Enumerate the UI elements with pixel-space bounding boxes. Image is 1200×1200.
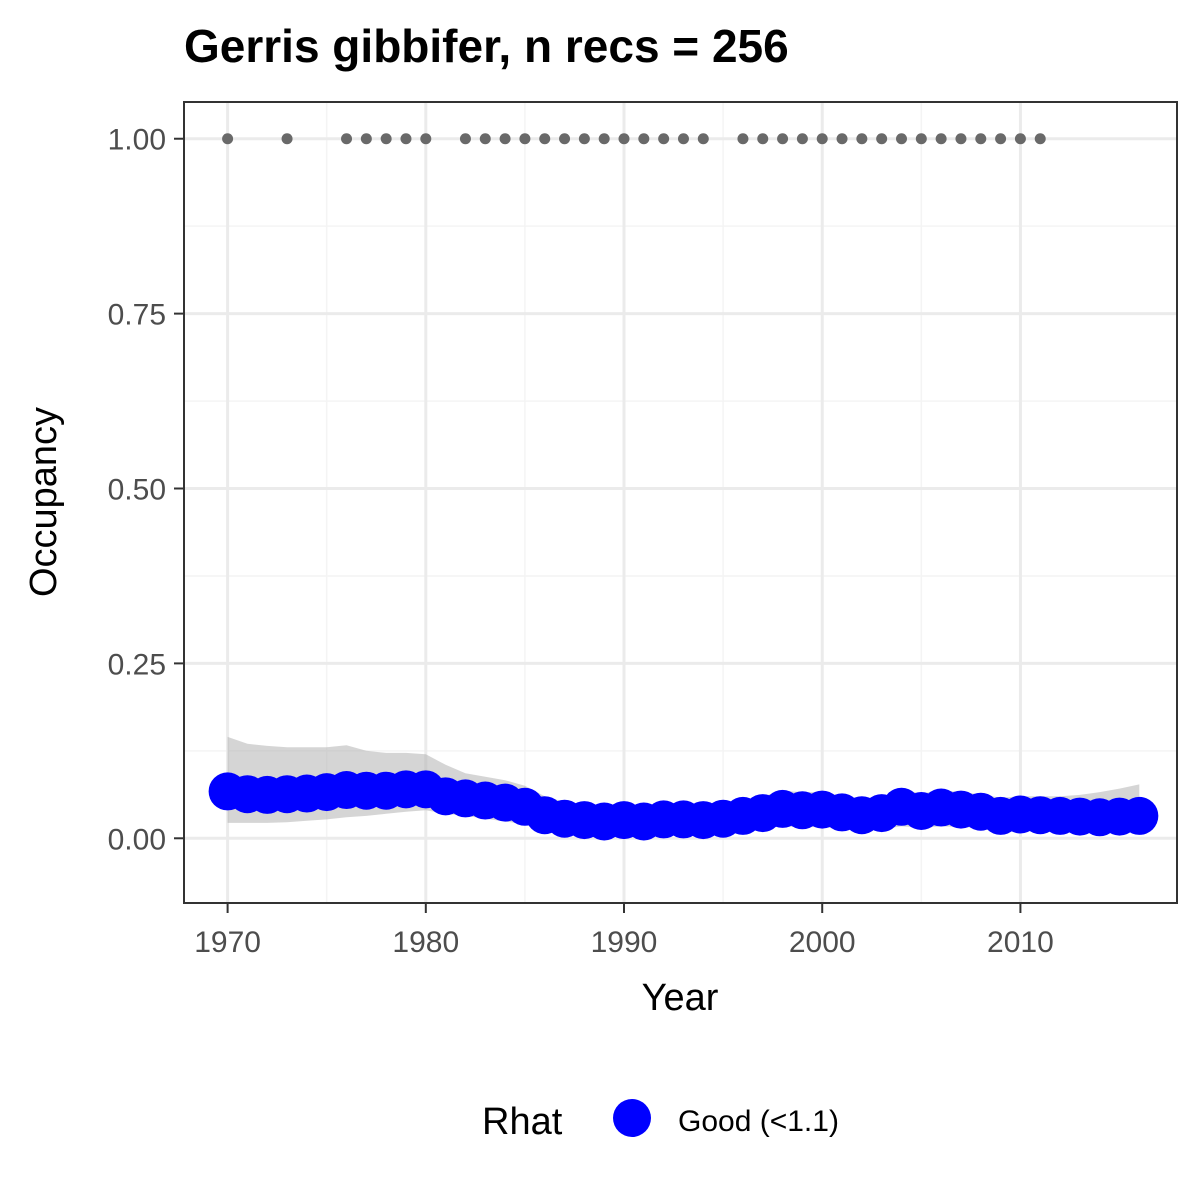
y-tick-label: 0.75 <box>108 299 166 332</box>
x-tick-label: 1990 <box>591 926 658 959</box>
observation-point <box>360 133 372 145</box>
observation-point <box>935 133 947 145</box>
observation-point <box>856 133 868 145</box>
legend-label-good: Good (<1.1) <box>678 1105 839 1138</box>
observation-point <box>836 133 848 145</box>
y-tick-label: 0.00 <box>108 823 166 856</box>
legend-title: Rhat <box>482 1101 563 1143</box>
observation-point <box>598 133 610 145</box>
panel-border <box>183 101 1178 904</box>
grid-minor <box>184 102 1177 903</box>
y-tick-label: 0.25 <box>108 648 166 681</box>
observation-point <box>876 133 888 145</box>
x-tick-label: 1980 <box>392 926 459 959</box>
observation-point <box>539 133 551 145</box>
observation-point <box>222 133 234 145</box>
x-axis-title: Year <box>642 977 719 1019</box>
observation-point <box>638 133 650 145</box>
x-axis: 1970 1980 1990 2000 2010 <box>194 903 1054 959</box>
occupancy-points <box>208 770 1159 841</box>
observation-point <box>559 133 571 145</box>
y-tick-label: 0.50 <box>108 474 166 507</box>
observations <box>222 133 1046 145</box>
observation-point <box>757 133 769 145</box>
x-tick-label: 1970 <box>194 926 261 959</box>
chart-title: Gerris gibbifer, n recs = 256 <box>184 20 789 72</box>
observation-point <box>796 133 808 145</box>
legend: Rhat Good (<1.1) <box>482 1099 839 1143</box>
observation-point <box>995 133 1007 145</box>
y-axis-title: Occupancy <box>23 407 65 597</box>
observation-point <box>341 133 353 145</box>
observation-point <box>578 133 590 145</box>
x-tick-label: 2010 <box>987 926 1054 959</box>
observation-point <box>618 133 630 145</box>
observation-point <box>459 133 471 145</box>
observation-point <box>479 133 491 145</box>
observation-point <box>975 133 987 145</box>
y-tick-label: 1.00 <box>108 124 166 157</box>
observation-point <box>915 133 927 145</box>
occupancy-point <box>1120 796 1159 835</box>
observation-point <box>1034 133 1046 145</box>
observation-point <box>955 133 967 145</box>
observation-point <box>697 133 709 145</box>
observation-point <box>519 133 531 145</box>
observation-point <box>1014 133 1026 145</box>
observation-point <box>281 133 293 145</box>
y-axis: 0.00 0.25 0.50 0.75 1.00 <box>108 124 184 856</box>
observation-point <box>777 133 789 145</box>
observation-point <box>499 133 511 145</box>
observation-point <box>420 133 432 145</box>
observation-point <box>400 133 412 145</box>
observation-point <box>677 133 689 145</box>
observation-point <box>816 133 828 145</box>
observation-point <box>737 133 749 145</box>
legend-key-good <box>613 1099 651 1137</box>
x-tick-label: 2000 <box>789 926 856 959</box>
observation-point <box>658 133 670 145</box>
observation-point <box>895 133 907 145</box>
observation-point <box>380 133 392 145</box>
